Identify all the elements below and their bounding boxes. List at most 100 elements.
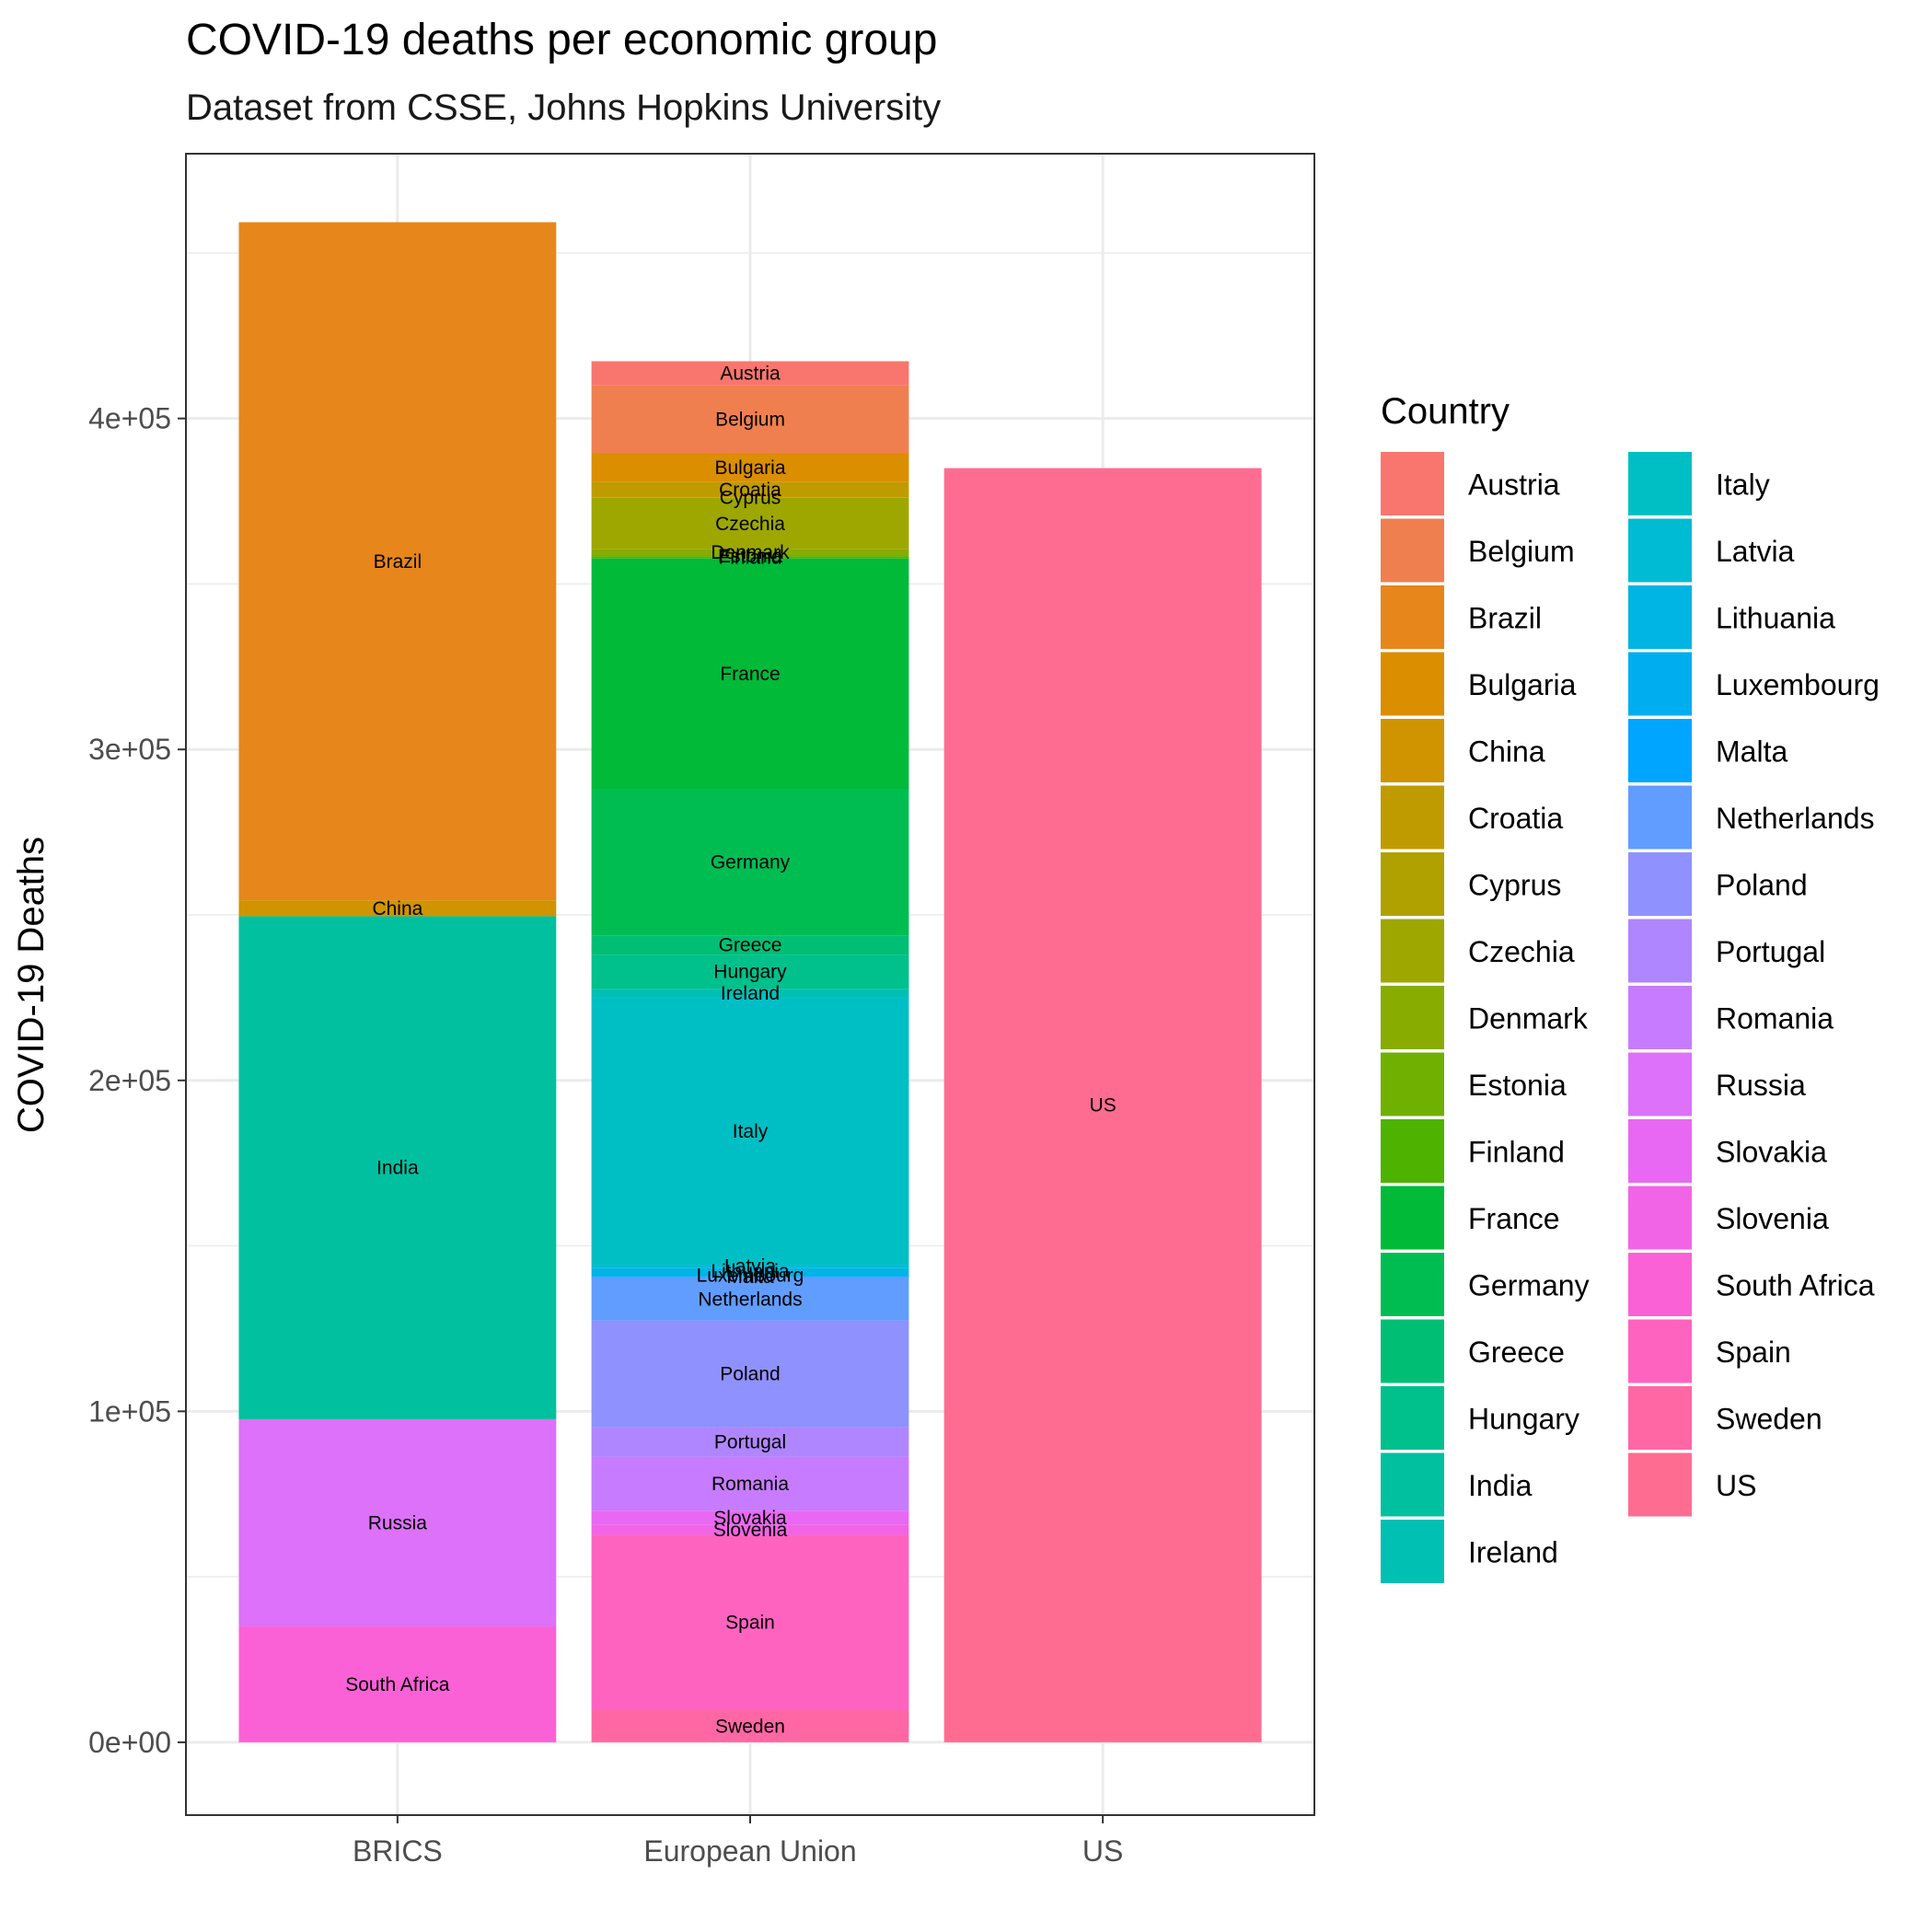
segment-label: Estonia [718, 546, 782, 567]
segment-label: India [376, 1158, 419, 1179]
bar-segment-belgium [591, 385, 909, 454]
segment-label: France [720, 664, 780, 685]
x-axis: BRICS European Union US [353, 1815, 1123, 1868]
bar-segment-estonia [591, 555, 909, 557]
legend-label: US [1716, 1469, 1756, 1502]
segment-label: Romania [711, 1474, 789, 1495]
bar-segment-south-africa [238, 1626, 557, 1742]
segment-label: Greece [719, 935, 782, 956]
y-axis-title: COVID-19 Deaths [11, 837, 52, 1133]
bar-segment-latvia [591, 1265, 909, 1268]
legend-label: Estonia [1468, 1069, 1567, 1102]
segment-label: Slovakia [713, 1508, 787, 1529]
legend-key-hungary [1381, 1386, 1444, 1450]
segment-label: Malta [726, 1267, 774, 1288]
legend-label: Netherlands [1716, 802, 1875, 835]
bar-segment-lithuania [591, 1267, 909, 1275]
y-tick-label: 2e+05 [88, 1064, 171, 1097]
segment-label: Russia [368, 1513, 428, 1534]
legend-label: France [1468, 1202, 1560, 1235]
legend-key-czechia [1381, 919, 1444, 983]
segment-label: Ireland [721, 983, 780, 1004]
x-tick-label: European Union [643, 1834, 856, 1868]
legend-label: South Africa [1716, 1269, 1875, 1302]
legend-title: Country [1381, 391, 1510, 432]
segment-label: Croatia [719, 480, 781, 501]
legend-label: Portugal [1716, 935, 1825, 968]
segment-label: Hungary [713, 962, 787, 983]
legend-key-austria [1381, 452, 1444, 515]
bar-segment-ireland [591, 989, 909, 998]
bar-segment-portugal [591, 1427, 909, 1457]
legend-key-greece [1381, 1319, 1444, 1383]
legend-label: Romania [1716, 1002, 1834, 1035]
legend-key-lithuania [1628, 585, 1692, 649]
legend-label: Spain [1716, 1336, 1791, 1369]
bar-segment-hungary [591, 954, 909, 989]
x-tick-label: BRICS [353, 1834, 443, 1868]
bar-segment-croatia [591, 481, 909, 498]
bars [238, 222, 1262, 1742]
segment-label: US [1090, 1095, 1116, 1116]
legend-label: Slovakia [1716, 1136, 1827, 1169]
legend-label: Lithuania [1716, 602, 1835, 635]
legend-key-luxembourg [1628, 652, 1692, 716]
segment-label: Brazil [374, 551, 422, 573]
bar-segment-russia [238, 1418, 557, 1627]
legend-label: Austria [1468, 469, 1560, 502]
y-axis: 0e+00 1e+05 2e+05 3e+05 4e+05 [88, 402, 186, 1759]
legend-key-croatia [1381, 785, 1444, 850]
segment-label: Poland [720, 1364, 780, 1385]
segment-label: Slovenia [713, 1520, 788, 1541]
bar-segment-greece [591, 935, 909, 955]
legend-label: Malta [1716, 735, 1787, 769]
bar-segment-malta [591, 1276, 909, 1278]
legend-label: Slovenia [1716, 1202, 1829, 1235]
bar-segment-poland [591, 1320, 909, 1428]
legend-key-russia [1628, 1052, 1692, 1116]
segment-label: Luxembourg [697, 1266, 804, 1287]
bar-segment-italy [591, 997, 909, 1266]
legend-label: Russia [1716, 1069, 1806, 1102]
legend-label: Czechia [1468, 935, 1575, 968]
legend-key-netherlands [1628, 785, 1692, 850]
bar-segment-denmark [591, 549, 909, 556]
segment-label: Belgium [715, 409, 785, 430]
legend-label: Greece [1468, 1336, 1565, 1369]
segment-label: Latvia [724, 1256, 776, 1278]
bar-segment-luxembourg [591, 1274, 909, 1277]
legend-key-latvia [1628, 518, 1692, 583]
legend-label: Luxembourg [1716, 668, 1880, 701]
legend-key-cyprus [1381, 852, 1444, 916]
legend-label: Italy [1716, 469, 1770, 502]
segment-label: Italy [733, 1121, 769, 1142]
bar-segment-india [238, 916, 557, 1419]
legend-key-portugal [1628, 919, 1692, 983]
segment-label: Finland [719, 548, 782, 569]
segment-label: Lithuania [711, 1261, 790, 1282]
legend-key-romania [1628, 986, 1692, 1049]
legend-key-malta [1628, 719, 1692, 782]
bar-segment-germany [591, 788, 909, 936]
legend: Austria Belgium Brazil Bulgaria China Croatia… [1381, 452, 1880, 1583]
legend-label: Poland [1716, 869, 1808, 902]
bar-segment-china [238, 900, 557, 917]
legend-key-germany [1381, 1253, 1444, 1316]
bar-segment-czechia [591, 497, 909, 550]
legend-label: Cyprus [1468, 869, 1561, 902]
segment-label: Austria [720, 364, 781, 385]
legend-label: Hungary [1468, 1403, 1579, 1436]
legend-key-finland [1381, 1119, 1444, 1183]
legend-label: Belgium [1468, 535, 1575, 568]
legend-key-sweden [1628, 1386, 1692, 1450]
bar-segment-finland [591, 556, 909, 559]
bar-segment-romania [591, 1456, 909, 1511]
legend-label: Croatia [1468, 802, 1563, 835]
chart-title: COVID-19 deaths per economic group [186, 16, 937, 64]
bar-segment-sweden [591, 1710, 909, 1742]
legend-key-us [1628, 1452, 1692, 1517]
bar-segment-brazil [238, 222, 557, 901]
y-tick-label: 0e+00 [88, 1726, 171, 1759]
legend-key-slovakia [1628, 1119, 1692, 1183]
